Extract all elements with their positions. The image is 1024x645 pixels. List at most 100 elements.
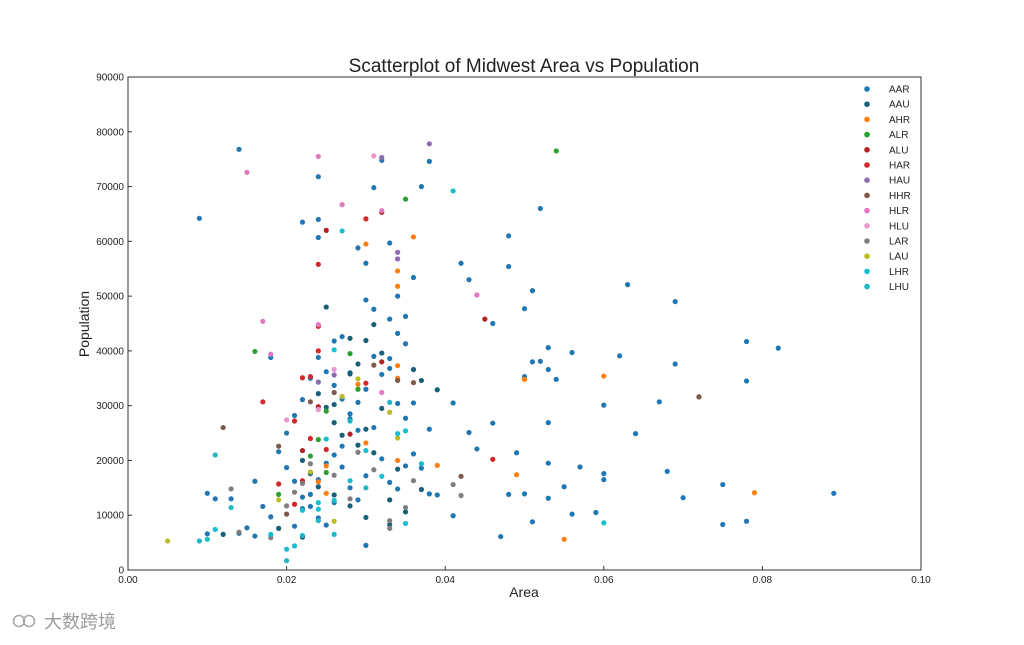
scatter-point-aar	[371, 353, 377, 359]
legend-label-hlr: HLR	[889, 206, 909, 217]
scatter-point-lar	[299, 480, 306, 487]
scatter-point-alr	[355, 386, 361, 392]
scatter-point-hlr	[379, 389, 385, 396]
scatter-point-hhr	[395, 377, 401, 384]
scatter-point-aar	[315, 216, 321, 223]
scatter-point-ahr	[395, 283, 401, 289]
scatter-point-aar	[252, 478, 258, 484]
scatter-point-aar	[672, 298, 678, 305]
scatter-point-lhr	[363, 447, 369, 454]
legend-marker-lau	[864, 253, 870, 259]
scatter-point-aar	[545, 366, 551, 373]
scatter-point-aar	[831, 490, 837, 496]
scatter-point-aar	[196, 215, 202, 221]
scatter-point-aau	[387, 497, 393, 503]
scatter-point-aar	[775, 345, 781, 351]
scatter-point-hhr	[331, 389, 337, 396]
legend-marker-aar	[864, 86, 870, 92]
scatter-point-aar	[513, 450, 520, 456]
scatter-point-aau	[276, 525, 282, 531]
scatter-point-lau	[331, 518, 337, 524]
scatter-point-lar	[355, 449, 361, 455]
scatter-point-aar	[418, 183, 425, 190]
scatter-point-aar	[490, 420, 496, 426]
scatter-point-aar	[268, 514, 274, 520]
scatter-point-hlu	[284, 417, 290, 423]
scatter-point-alr	[323, 408, 329, 414]
scatter-point-aau	[323, 304, 329, 310]
scatter-point-ahr	[363, 440, 369, 446]
scatter-point-lar	[458, 492, 464, 499]
legend-label-hau: HAU	[889, 176, 910, 187]
scatter-point-aau	[434, 387, 440, 393]
x-tick-label: 0.04	[435, 575, 455, 586]
scatter-point-aau	[418, 377, 425, 384]
scatter-point-aar	[466, 429, 472, 436]
scatter-point-lhr	[268, 531, 274, 537]
scatter-point-aar	[656, 399, 662, 405]
scatter-point-aau	[379, 350, 385, 356]
scatter-point-hau	[379, 154, 385, 161]
scatter-point-lar	[228, 486, 234, 492]
scatter-point-har	[363, 380, 369, 386]
watermark-logo-icon	[12, 614, 36, 628]
scatter-point-alr	[553, 148, 559, 154]
scatter-point-aar	[545, 460, 551, 466]
scatter-point-aau	[363, 514, 369, 521]
scatter-point-hhr	[371, 362, 377, 368]
scatter-point-lar	[307, 461, 313, 467]
scatter-point-aar	[617, 353, 623, 359]
scatter-point-aar	[537, 205, 543, 212]
scatter-point-har	[323, 446, 329, 453]
scatter-point-aar	[291, 478, 298, 484]
legend-label-lar: LAR	[889, 237, 908, 248]
x-tick-label: 0.02	[277, 575, 297, 586]
scatter-point-aar	[474, 446, 480, 452]
scatter-point-lhr	[204, 536, 210, 542]
y-tick-label: 80000	[96, 127, 124, 138]
scatter-point-aar	[743, 378, 750, 384]
scatter-point-aar	[315, 354, 321, 361]
scatter-point-aau	[315, 391, 321, 397]
scatter-point-aau	[402, 509, 409, 515]
scatter-point-lhr	[315, 506, 321, 512]
scatter-point-lhr	[315, 500, 321, 506]
scatter-point-lau	[276, 497, 282, 503]
scatter-point-hlr	[268, 351, 274, 357]
scatter-point-aar	[601, 477, 607, 483]
scatter-point-aar	[672, 361, 678, 367]
scatter-point-aar	[387, 240, 393, 246]
scatter-point-ahr	[395, 363, 401, 369]
scatter-point-aar	[664, 468, 670, 474]
scatter-point-aar	[395, 486, 401, 492]
scatter-point-aar	[204, 490, 210, 496]
scatter-point-aar	[545, 345, 551, 351]
y-tick-label: 70000	[96, 182, 124, 193]
scatter-point-aar	[529, 288, 536, 294]
scatter-point-hau	[315, 379, 321, 385]
scatter-point-har	[307, 435, 313, 442]
scatter-point-aar	[521, 491, 528, 497]
scatter-point-aar	[379, 456, 385, 462]
scatter-point-aar	[371, 185, 377, 191]
scatter-point-aar	[545, 420, 551, 426]
legend-marker-alr	[864, 131, 870, 138]
scatter-point-lau	[395, 435, 401, 441]
scatter-point-ahr	[363, 241, 369, 247]
scatter-point-aar	[450, 400, 456, 406]
scatter-point-hau	[331, 372, 337, 378]
legend-marker-hhr	[864, 192, 870, 199]
scatter-point-aau	[410, 366, 417, 373]
scatter-point-aar	[323, 369, 329, 375]
scatter-point-har	[291, 418, 298, 424]
scatter-point-aar	[632, 431, 639, 437]
scatter-point-aar	[743, 518, 750, 524]
scatter-point-lau	[339, 393, 345, 399]
watermark: 大数跨境	[12, 608, 116, 634]
scatter-point-aar	[426, 491, 432, 497]
scatter-point-ahr	[395, 268, 401, 274]
scatter-point-aar	[498, 533, 504, 540]
legend-marker-lhu	[864, 283, 870, 290]
scatter-point-aar	[291, 412, 298, 419]
